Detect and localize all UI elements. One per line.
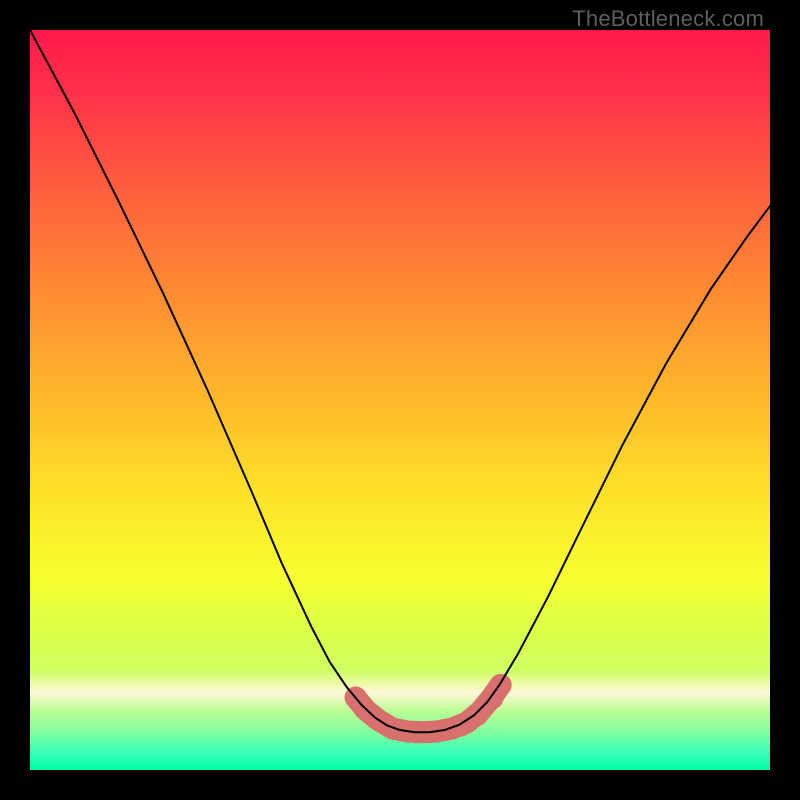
chart-background [30,30,770,770]
watermark-text: TheBottleneck.com [572,6,764,32]
chart-svg [30,30,770,770]
bottleneck-chart [30,30,770,770]
